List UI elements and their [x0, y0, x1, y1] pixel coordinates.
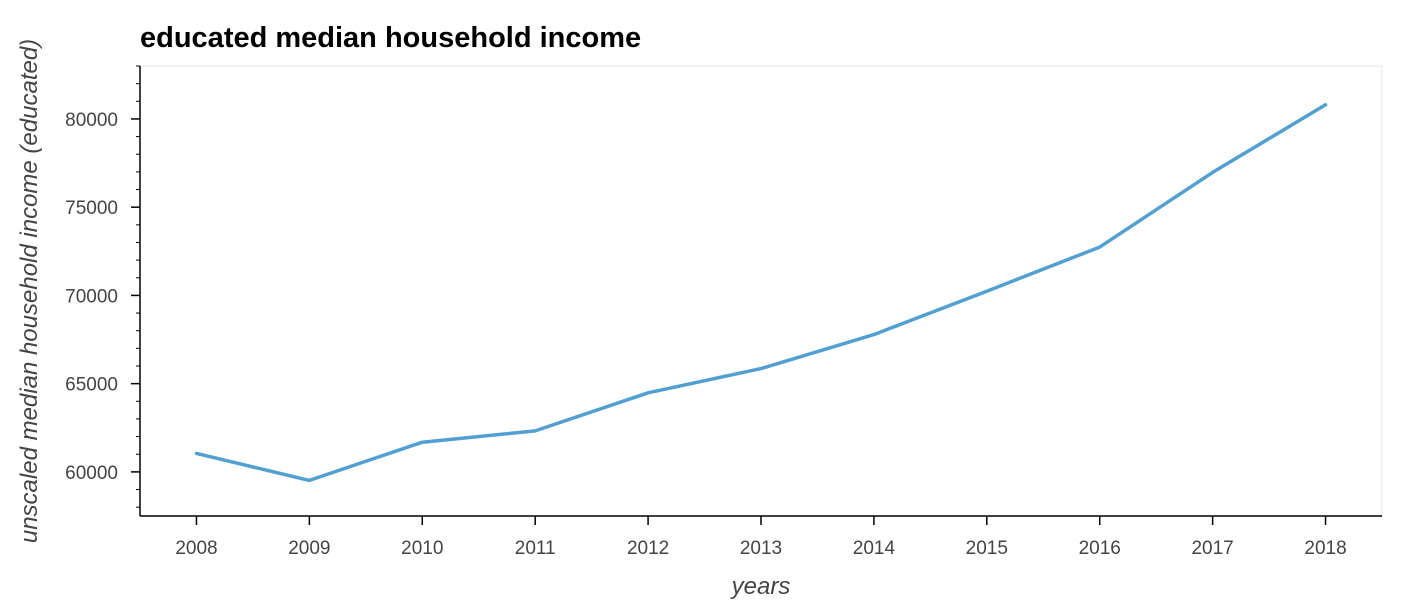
x-tick-label: 2015 — [966, 538, 1008, 559]
x-tick-label: 2009 — [288, 538, 330, 559]
x-tick-label: 2017 — [1191, 538, 1233, 559]
x-tick-label: 2018 — [1304, 538, 1346, 559]
chart-title: educated median household income — [140, 22, 641, 54]
x-axis: 2008 2009 2010 2011 2012 2013 2014 2015 2016 2017… — [140, 515, 1382, 559]
x-tick-label: 2011 — [515, 538, 556, 559]
y-tick-label: 65000 — [65, 375, 118, 396]
plot-frame — [139, 65, 1383, 517]
x-tick-label: 2010 — [401, 538, 443, 559]
x-tick-label: 2013 — [740, 538, 782, 559]
y-axis-label: unscaled median household income (educat… — [16, 39, 43, 543]
x-tick-label: 2012 — [627, 538, 669, 559]
y-tick-label: 70000 — [65, 286, 118, 307]
series-line — [194, 103, 1328, 483]
y-tick-label: 60000 — [65, 463, 118, 484]
x-axis-label: years — [730, 573, 791, 600]
y-tick-label: 75000 — [65, 198, 118, 219]
series-layer — [194, 103, 1328, 483]
x-tick-label: 2016 — [1079, 538, 1121, 559]
x-tick-label: 2014 — [853, 538, 896, 559]
y-axis: 60000 65000 70000 75000 80000 — [65, 65, 141, 516]
y-tick-label: 80000 — [65, 110, 118, 131]
x-tick-label: 2008 — [175, 538, 217, 559]
